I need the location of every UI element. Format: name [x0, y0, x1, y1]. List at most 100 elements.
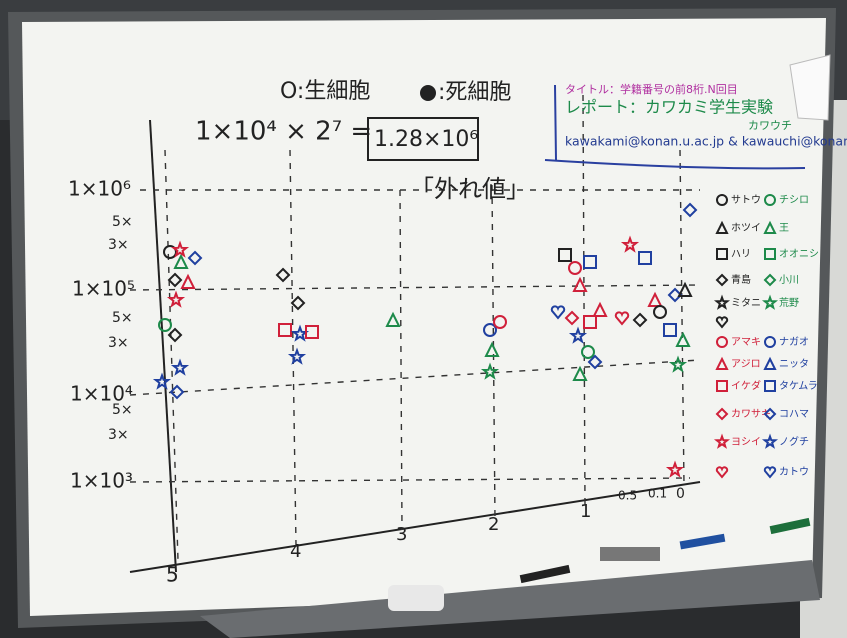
marker-symbol — [483, 323, 497, 337]
marker-symbol — [715, 220, 729, 234]
legend-name: ミタニ — [731, 297, 761, 309]
marker-symbol — [667, 287, 683, 303]
marker-symbol — [763, 356, 777, 370]
note-report: レポート：カワカミ学生実験 — [565, 98, 773, 117]
y-axis-label: 3× — [108, 427, 129, 443]
marker-symbol — [764, 194, 776, 206]
x-axis-label: 1 — [580, 501, 591, 522]
legend-name: サトウ — [731, 194, 761, 206]
x-axis-label: 0.5 — [618, 489, 637, 503]
legend-name: ナガオ — [779, 336, 809, 348]
whiteboard — [22, 18, 826, 616]
legend-name: ホツイ — [731, 222, 761, 234]
marker-symbol — [167, 327, 183, 343]
marker-symbol — [716, 248, 728, 260]
marker-symbol — [550, 305, 566, 320]
legend-name: 青島 — [731, 273, 751, 286]
marker-symbol — [764, 380, 776, 392]
tray — [200, 560, 820, 638]
marker-symbol — [572, 365, 588, 381]
marker-symbol — [763, 220, 777, 234]
y-axis-label: 1×10⁶ — [68, 177, 131, 201]
marker-symbol — [169, 384, 185, 400]
marker-symbol — [385, 311, 401, 327]
dead-label: :死細胞 — [438, 80, 511, 105]
marker-symbol — [632, 312, 648, 328]
marker-symbol — [763, 466, 777, 479]
legend-name: アマキ — [731, 337, 761, 348]
marker-symbol — [558, 248, 572, 262]
marker-symbol — [677, 281, 693, 297]
legend-name: コハマ — [779, 409, 809, 420]
marker-symbol — [163, 245, 177, 259]
marker-symbol — [187, 250, 203, 266]
marker-symbol — [158, 318, 172, 332]
marker-symbol — [170, 240, 190, 258]
marker-symbol — [682, 202, 698, 218]
x-axis-label: 0.1 — [648, 487, 667, 501]
guide-lines — [129, 94, 701, 561]
marker-symbol — [275, 267, 291, 283]
y-axis-label: 5× — [112, 402, 133, 418]
x-axis-label: 3 — [396, 524, 407, 545]
marker-symbol — [290, 295, 306, 311]
y-axis-label: 5× — [112, 310, 133, 326]
legend-name: チシロ — [779, 194, 809, 206]
alive-label: O:生細胞 — [280, 79, 370, 104]
legend-name: アジロ — [731, 359, 761, 370]
note-email: kawakami@konan.u.ac.jp & kawauchi@konan-… — [565, 134, 847, 149]
marker-symbol — [568, 261, 582, 275]
formula: 1×10⁴ × 2⁷ = — [195, 117, 372, 147]
eraser2 — [600, 547, 660, 561]
marker-symbol — [653, 305, 667, 319]
marker-symbol — [290, 324, 310, 342]
marker-symbol — [763, 407, 777, 421]
marker — [519, 564, 571, 584]
marker-symbol — [564, 310, 580, 326]
x-axis-label: 4 — [290, 541, 301, 562]
legend-name: 王 — [779, 223, 789, 234]
marker-symbol — [764, 248, 776, 260]
marker-symbol — [166, 290, 186, 308]
marker-symbol — [663, 323, 677, 337]
marker-symbol — [180, 273, 196, 289]
legend-name: ハリ — [731, 249, 751, 260]
marker-symbol — [620, 235, 640, 253]
legend-name: ノグチ — [779, 435, 809, 448]
marker-symbol — [278, 323, 292, 337]
legend-name: カワサキ — [731, 408, 771, 420]
legend-name: イケダ — [731, 379, 761, 392]
paper-note — [789, 54, 831, 121]
note-sub: カワウチ — [748, 119, 792, 132]
marker-symbol — [167, 272, 183, 288]
note-title: タイトル：学籍番号の前8桁.N回目 — [565, 82, 738, 96]
marker-symbol — [581, 345, 595, 359]
marker-symbol — [305, 325, 319, 339]
marker-symbol — [484, 341, 500, 357]
dead-dot — [420, 85, 436, 101]
marker-symbol — [715, 466, 729, 479]
legend-name: オオニシ — [779, 248, 819, 260]
axes — [129, 119, 701, 573]
marker-symbol — [761, 294, 779, 310]
marker — [769, 517, 811, 535]
y-axis-label: 5× — [112, 214, 133, 230]
marker-symbol — [713, 294, 731, 310]
y-axis-label: 1×10⁴ — [70, 382, 133, 406]
marker-symbol — [170, 358, 190, 376]
marker-symbol — [493, 315, 507, 329]
y-axis-label: 3× — [108, 237, 129, 253]
marker-symbol — [572, 276, 588, 292]
marker-symbol — [614, 311, 630, 326]
legend-name: ヨシイ — [731, 437, 761, 448]
x-axis-label: 0 — [676, 486, 685, 502]
marker-symbol — [763, 273, 777, 287]
marker-symbol — [716, 380, 728, 392]
marker-symbol — [764, 336, 776, 348]
marker-symbol — [716, 336, 728, 348]
marker-symbol — [761, 433, 779, 449]
marker-symbol — [713, 433, 731, 449]
marker-symbol — [715, 273, 729, 287]
marker-symbol — [715, 316, 729, 329]
